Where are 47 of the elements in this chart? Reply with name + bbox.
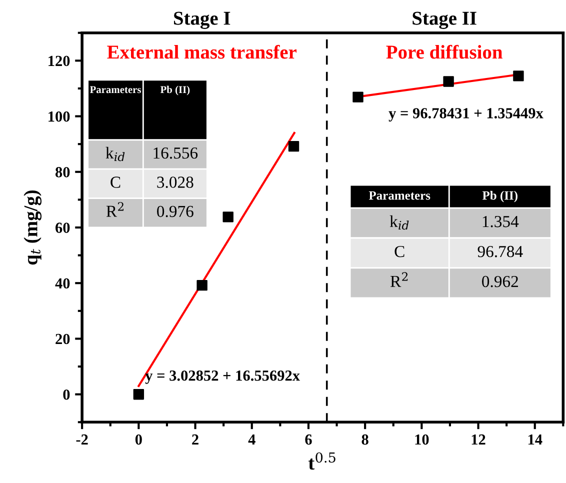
y-tick-label: 120 — [48, 56, 70, 66]
point — [352, 92, 364, 102]
point — [513, 70, 524, 82]
x-tick-label: 6 — [305, 434, 312, 445]
annotation: 0.962 — [482, 276, 518, 288]
x-tick-label: 4 — [248, 434, 256, 445]
y-tick-label: 100 — [48, 111, 70, 122]
annotation: R$^{2}$ — [106, 202, 124, 217]
annotation: y = 3.02852 + 16.55692x — [145, 370, 300, 384]
y-axis-title: q$_{t}$ (mg/g) — [24, 190, 42, 265]
annotation: R$^{2}$ — [390, 272, 408, 287]
annotation: k$_{id}$ — [106, 146, 125, 162]
text: Stage II — [412, 12, 476, 29]
y-tick-label: 60 — [56, 222, 70, 233]
x-tick-label: 2 — [192, 434, 198, 445]
x-tick-label: 12 — [472, 434, 486, 445]
annotation: Parameters — [90, 86, 141, 94]
annotation: External mass transfer — [107, 44, 296, 59]
x-tick-label: 10 — [415, 434, 429, 445]
x-tick-label: 0 — [135, 434, 142, 445]
y-tick-label: 80 — [55, 167, 70, 178]
point — [133, 388, 144, 400]
annotation: 0.976 — [157, 206, 194, 218]
x-axis-title: t$^{0.5}$ — [308, 452, 336, 470]
annotation: 1.354 — [482, 216, 519, 228]
y-tick-label: 40 — [55, 278, 70, 289]
x-tick-label: 8 — [362, 434, 368, 445]
annotation: 3.028 — [157, 176, 194, 188]
annotation: Pb (II) — [482, 190, 518, 202]
point — [443, 76, 454, 87]
point — [222, 212, 234, 222]
annotation: C — [394, 246, 404, 258]
annotation: Parameters — [368, 191, 430, 200]
annotation: k$_{id}$ — [390, 215, 409, 230]
annotation: 16.556 — [154, 147, 198, 159]
text: Stage I — [174, 12, 230, 29]
y-tick-label: 0 — [63, 389, 70, 400]
annotation: Pb (II) — [160, 86, 190, 96]
y-tick-label: 20 — [56, 334, 70, 344]
x-tick-label: 14 — [528, 434, 542, 445]
x-tick-label: -2 — [76, 434, 88, 445]
annotation: C — [110, 176, 120, 188]
annotation: Pore diffusion — [386, 44, 502, 59]
annotation: 96.784 — [478, 246, 523, 258]
annotation: y = 96.78431 + 1.35449x — [388, 108, 544, 122]
point — [196, 280, 208, 291]
point — [288, 140, 300, 152]
